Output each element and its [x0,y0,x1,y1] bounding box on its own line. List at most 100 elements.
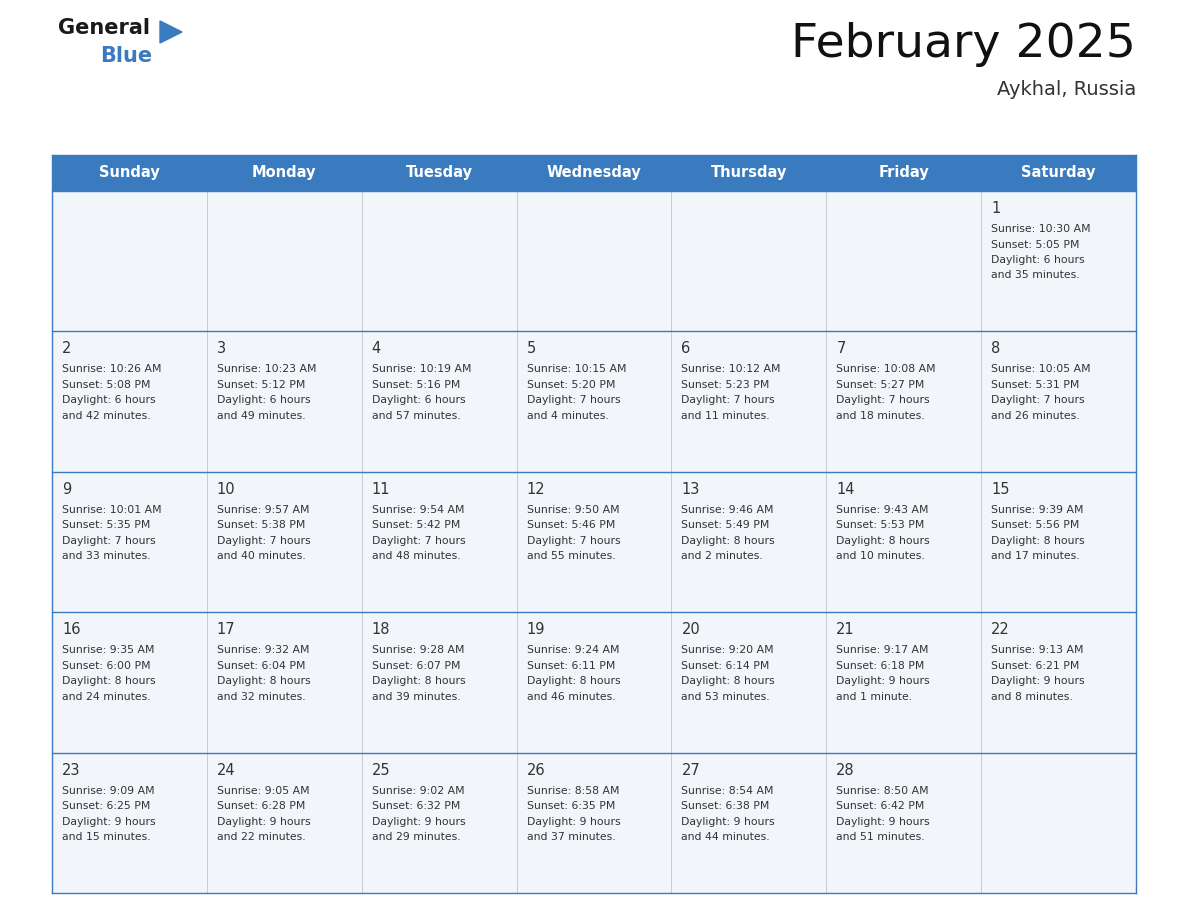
Text: 12: 12 [526,482,545,497]
Text: Sunset: 6:00 PM: Sunset: 6:00 PM [62,661,151,671]
Text: 13: 13 [682,482,700,497]
Bar [52,191,1136,331]
Text: and 33 minutes.: and 33 minutes. [62,552,151,561]
Text: Daylight: 9 hours: Daylight: 9 hours [217,817,310,826]
Text: Sunrise: 9:46 AM: Sunrise: 9:46 AM [682,505,773,515]
Text: Sunset: 6:25 PM: Sunset: 6:25 PM [62,801,151,812]
Text: Sunrise: 8:58 AM: Sunrise: 8:58 AM [526,786,619,796]
Text: and 26 minutes.: and 26 minutes. [991,411,1080,420]
Text: 21: 21 [836,622,855,637]
Text: Sunset: 5:23 PM: Sunset: 5:23 PM [682,380,770,390]
Text: Daylight: 8 hours: Daylight: 8 hours [372,677,466,686]
Text: Daylight: 9 hours: Daylight: 9 hours [836,817,930,826]
Text: Daylight: 9 hours: Daylight: 9 hours [991,677,1085,686]
Text: 23: 23 [62,763,81,778]
Bar [52,155,1136,191]
Text: Daylight: 9 hours: Daylight: 9 hours [836,677,930,686]
Text: Sunset: 5:08 PM: Sunset: 5:08 PM [62,380,151,390]
Text: 17: 17 [217,622,235,637]
Text: Sunset: 5:49 PM: Sunset: 5:49 PM [682,521,770,531]
Text: and 2 minutes.: and 2 minutes. [682,552,763,561]
Bar [52,612,1136,753]
Text: and 40 minutes.: and 40 minutes. [217,552,305,561]
Text: Daylight: 9 hours: Daylight: 9 hours [526,817,620,826]
Text: Sunset: 6:28 PM: Sunset: 6:28 PM [217,801,305,812]
Text: and 15 minutes.: and 15 minutes. [62,832,151,842]
Text: 24: 24 [217,763,235,778]
Text: 16: 16 [62,622,81,637]
Text: 5: 5 [526,341,536,356]
Text: Daylight: 7 hours: Daylight: 7 hours [62,536,156,546]
Text: Sunset: 5:31 PM: Sunset: 5:31 PM [991,380,1080,390]
Text: Sunrise: 9:13 AM: Sunrise: 9:13 AM [991,645,1083,655]
Text: and 57 minutes.: and 57 minutes. [372,411,460,420]
Text: and 48 minutes.: and 48 minutes. [372,552,460,561]
Text: Daylight: 7 hours: Daylight: 7 hours [526,536,620,546]
Text: Sunrise: 10:26 AM: Sunrise: 10:26 AM [62,364,162,375]
Text: and 18 minutes.: and 18 minutes. [836,411,925,420]
Text: and 49 minutes.: and 49 minutes. [217,411,305,420]
Text: Daylight: 7 hours: Daylight: 7 hours [372,536,466,546]
Text: and 10 minutes.: and 10 minutes. [836,552,925,561]
Text: 4: 4 [372,341,381,356]
Text: 9: 9 [62,482,71,497]
Text: Blue: Blue [100,46,152,66]
Text: and 35 minutes.: and 35 minutes. [991,271,1080,281]
Text: Aykhal, Russia: Aykhal, Russia [997,80,1136,99]
Text: Sunrise: 9:09 AM: Sunrise: 9:09 AM [62,786,154,796]
Text: Daylight: 6 hours: Daylight: 6 hours [62,396,156,406]
Text: 20: 20 [682,622,700,637]
Text: 6: 6 [682,341,690,356]
Text: Sunset: 5:53 PM: Sunset: 5:53 PM [836,521,924,531]
Text: Daylight: 7 hours: Daylight: 7 hours [682,396,775,406]
Text: and 44 minutes.: and 44 minutes. [682,832,770,842]
Text: Daylight: 7 hours: Daylight: 7 hours [991,396,1085,406]
Text: General: General [58,18,150,38]
Text: 3: 3 [217,341,226,356]
Text: 10: 10 [217,482,235,497]
Text: Sunrise: 9:43 AM: Sunrise: 9:43 AM [836,505,929,515]
Text: Sunrise: 10:30 AM: Sunrise: 10:30 AM [991,224,1091,234]
Text: Daylight: 8 hours: Daylight: 8 hours [217,677,310,686]
Text: Sunrise: 9:20 AM: Sunrise: 9:20 AM [682,645,775,655]
Text: Daylight: 8 hours: Daylight: 8 hours [526,677,620,686]
Text: Sunrise: 9:50 AM: Sunrise: 9:50 AM [526,505,619,515]
Text: Sunset: 5:16 PM: Sunset: 5:16 PM [372,380,460,390]
Text: Daylight: 8 hours: Daylight: 8 hours [836,536,930,546]
Text: 22: 22 [991,622,1010,637]
Text: Sunrise: 10:12 AM: Sunrise: 10:12 AM [682,364,781,375]
Text: and 8 minutes.: and 8 minutes. [991,691,1073,701]
Text: Sunrise: 8:50 AM: Sunrise: 8:50 AM [836,786,929,796]
Text: Daylight: 9 hours: Daylight: 9 hours [682,817,775,826]
Text: Sunrise: 9:28 AM: Sunrise: 9:28 AM [372,645,465,655]
Text: Sunset: 6:04 PM: Sunset: 6:04 PM [217,661,305,671]
Text: Sunrise: 9:39 AM: Sunrise: 9:39 AM [991,505,1083,515]
Text: Sunrise: 10:15 AM: Sunrise: 10:15 AM [526,364,626,375]
Text: and 1 minute.: and 1 minute. [836,691,912,701]
Text: Sunset: 6:18 PM: Sunset: 6:18 PM [836,661,924,671]
Bar [52,753,1136,893]
Text: Daylight: 8 hours: Daylight: 8 hours [682,536,775,546]
Text: Sunrise: 9:35 AM: Sunrise: 9:35 AM [62,645,154,655]
Text: 19: 19 [526,622,545,637]
Text: 7: 7 [836,341,846,356]
Text: Friday: Friday [878,165,929,181]
Text: and 39 minutes.: and 39 minutes. [372,691,460,701]
Text: Daylight: 8 hours: Daylight: 8 hours [62,677,156,686]
Text: Daylight: 9 hours: Daylight: 9 hours [372,817,466,826]
Text: Sunrise: 9:05 AM: Sunrise: 9:05 AM [217,786,310,796]
Text: Sunset: 6:38 PM: Sunset: 6:38 PM [682,801,770,812]
Text: Sunset: 5:12 PM: Sunset: 5:12 PM [217,380,305,390]
Text: Sunset: 6:32 PM: Sunset: 6:32 PM [372,801,460,812]
Text: Daylight: 8 hours: Daylight: 8 hours [991,536,1085,546]
Text: Sunrise: 10:01 AM: Sunrise: 10:01 AM [62,505,162,515]
Text: Sunrise: 9:17 AM: Sunrise: 9:17 AM [836,645,929,655]
Text: 25: 25 [372,763,391,778]
Text: Sunrise: 9:32 AM: Sunrise: 9:32 AM [217,645,309,655]
Text: Sunset: 6:11 PM: Sunset: 6:11 PM [526,661,615,671]
Text: and 37 minutes.: and 37 minutes. [526,832,615,842]
Text: Sunset: 5:56 PM: Sunset: 5:56 PM [991,521,1080,531]
Text: Sunset: 5:35 PM: Sunset: 5:35 PM [62,521,151,531]
Text: Sunset: 6:21 PM: Sunset: 6:21 PM [991,661,1080,671]
Text: Sunrise: 9:57 AM: Sunrise: 9:57 AM [217,505,309,515]
